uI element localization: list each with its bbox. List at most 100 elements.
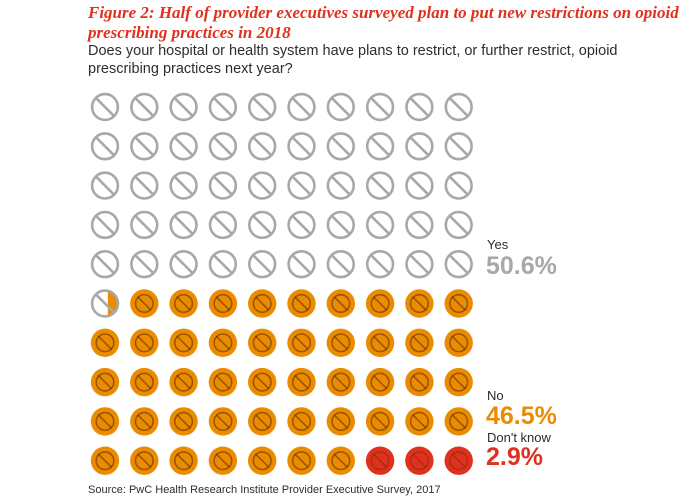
waffle-icon bbox=[405, 250, 434, 279]
legend-value-no: 46.5% bbox=[486, 402, 557, 430]
waffle-icon bbox=[365, 328, 395, 357]
waffle-icon bbox=[208, 171, 238, 200]
waffle-icon bbox=[326, 92, 355, 122]
waffle-icon bbox=[169, 289, 198, 318]
waffle-icon bbox=[248, 289, 277, 318]
waffle-icon bbox=[287, 250, 316, 279]
waffle-icon bbox=[130, 289, 159, 318]
waffle-icon bbox=[326, 171, 355, 200]
waffle-icon bbox=[287, 367, 316, 397]
waffle-icon bbox=[130, 210, 159, 240]
waffle-icon bbox=[365, 210, 395, 240]
waffle-icon bbox=[169, 446, 198, 475]
waffle-icon bbox=[444, 171, 473, 200]
waffle-icon bbox=[444, 407, 473, 436]
waffle-icon bbox=[208, 289, 238, 318]
waffle-icon bbox=[90, 289, 120, 318]
waffle-icon bbox=[130, 132, 159, 161]
waffle-icon bbox=[169, 210, 198, 240]
waffle-icon bbox=[90, 328, 120, 357]
waffle-icon bbox=[130, 328, 159, 357]
waffle-icon bbox=[287, 407, 316, 436]
waffle-icon bbox=[287, 132, 316, 161]
waffle-icon bbox=[169, 407, 198, 436]
waffle-icon bbox=[248, 210, 277, 240]
waffle-icon bbox=[365, 367, 395, 397]
waffle-icon bbox=[444, 446, 473, 475]
waffle-icon bbox=[405, 367, 434, 397]
waffle-icon bbox=[365, 250, 395, 279]
waffle-icon bbox=[287, 92, 316, 122]
figure-subtitle: Does your hospital or health system have… bbox=[88, 43, 618, 77]
waffle-icon bbox=[326, 289, 355, 318]
waffle-icon bbox=[444, 92, 473, 122]
waffle-icon bbox=[365, 446, 395, 475]
legend-label-no: No bbox=[487, 388, 504, 403]
waffle-icon bbox=[130, 92, 159, 122]
waffle-icon bbox=[287, 289, 316, 318]
waffle-icon bbox=[248, 250, 277, 279]
waffle-icon bbox=[169, 328, 198, 357]
waffle-icon bbox=[326, 407, 355, 436]
waffle-icon bbox=[130, 250, 159, 279]
waffle-icon bbox=[444, 210, 473, 240]
waffle-icon bbox=[248, 407, 277, 436]
waffle-icon bbox=[326, 132, 355, 161]
waffle-icon bbox=[90, 367, 120, 397]
waffle-icon bbox=[405, 407, 434, 436]
waffle-icon bbox=[130, 171, 159, 200]
waffle-icon bbox=[365, 289, 395, 318]
waffle-icon bbox=[90, 132, 120, 161]
waffle-icon bbox=[169, 92, 198, 122]
waffle-icon bbox=[405, 446, 434, 475]
waffle-icon bbox=[444, 250, 473, 279]
waffle-icon bbox=[208, 446, 238, 475]
legend-label-dont-know: Don't know bbox=[487, 430, 551, 445]
waffle-icon bbox=[208, 210, 238, 240]
waffle-icon bbox=[405, 289, 434, 318]
waffle-icon bbox=[365, 132, 395, 161]
waffle-icon bbox=[208, 132, 238, 161]
waffle-icon bbox=[169, 132, 198, 161]
waffle-icon bbox=[130, 446, 159, 475]
waffle-icon bbox=[208, 367, 238, 397]
waffle-icon bbox=[90, 250, 120, 279]
waffle-icon bbox=[90, 407, 120, 436]
waffle-icon bbox=[208, 328, 238, 357]
waffle-icon bbox=[248, 446, 277, 475]
waffle-icon bbox=[405, 92, 434, 122]
waffle-icon bbox=[90, 171, 120, 200]
waffle-icon bbox=[287, 446, 316, 475]
waffle-icon bbox=[248, 132, 277, 161]
waffle-icon bbox=[444, 132, 473, 161]
waffle-icon bbox=[444, 328, 473, 357]
waffle-icon bbox=[444, 367, 473, 397]
waffle-icon bbox=[287, 171, 316, 200]
waffle-icon bbox=[326, 328, 355, 357]
waffle-icon bbox=[287, 328, 316, 357]
waffle-icon bbox=[169, 250, 198, 279]
waffle-icon bbox=[130, 367, 159, 397]
waffle-icon bbox=[208, 92, 238, 122]
waffle-icon bbox=[90, 210, 120, 240]
source-note: Source: PwC Health Research Institute Pr… bbox=[88, 484, 441, 496]
waffle-icon bbox=[208, 250, 238, 279]
waffle-icon bbox=[169, 367, 198, 397]
legend-value-yes: 50.6% bbox=[486, 252, 557, 280]
waffle-icon bbox=[248, 92, 277, 122]
waffle-icon bbox=[326, 210, 355, 240]
waffle-icon bbox=[365, 92, 395, 122]
waffle-icon bbox=[405, 132, 434, 161]
waffle-icon bbox=[405, 171, 434, 200]
waffle-icon bbox=[405, 328, 434, 357]
waffle-icon bbox=[130, 407, 159, 436]
waffle-icon bbox=[405, 210, 434, 240]
waffle-icon bbox=[444, 289, 473, 318]
waffle-icon bbox=[365, 407, 395, 436]
waffle-icon bbox=[365, 171, 395, 200]
waffle-icon bbox=[248, 328, 277, 357]
figure-title: Figure 2: Half of provider executives su… bbox=[88, 3, 679, 42]
waffle-icon bbox=[326, 367, 355, 397]
legend-label-yes: Yes bbox=[487, 237, 509, 252]
